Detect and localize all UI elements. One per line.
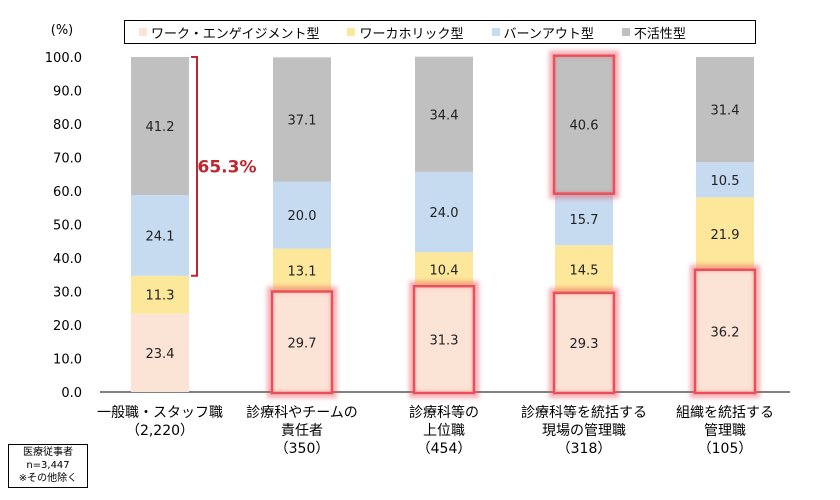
bar-segment	[131, 313, 189, 392]
y-tick-label: 70.0	[53, 152, 82, 167]
y-axis-unit-label: (%)	[51, 23, 74, 38]
highlight-glow	[549, 50, 619, 199]
legend-item: ワーク・エンゲイジメント型	[139, 23, 319, 42]
legend-label: ワーカホリック型	[359, 26, 464, 42]
bar-segment	[555, 56, 613, 193]
bar-segment	[415, 171, 473, 253]
legend-swatch	[139, 28, 147, 36]
sample-note: 医療従事者 n=3,447 ※その他除く	[8, 444, 88, 488]
note-line-2: n=3,447	[26, 460, 70, 471]
bar-segment	[555, 245, 613, 294]
bar-segment	[696, 270, 754, 392]
bar-segment	[273, 292, 331, 392]
bar-segment	[415, 287, 473, 392]
bar-segment	[273, 248, 331, 293]
data-label: 10.5	[711, 174, 740, 189]
bar-segment	[696, 197, 754, 271]
category-label: 診療科やチームの	[246, 404, 358, 421]
highlight-glow	[267, 286, 337, 399]
category-label: （318）	[557, 441, 612, 457]
highlight-glow	[690, 264, 760, 399]
bar-segment	[131, 275, 189, 314]
legend-item: バーンアウト型	[491, 23, 594, 42]
legend-label: バーンアウト型	[503, 26, 594, 42]
y-tick-label: 60.0	[53, 185, 82, 200]
data-label: 29.3	[570, 337, 599, 352]
bar-segment	[555, 293, 613, 392]
data-label: 20.0	[288, 209, 317, 224]
y-tick-label: 10.0	[53, 353, 82, 368]
legend-swatch	[621, 28, 630, 36]
highlight-box	[552, 54, 616, 195]
data-label: 24.0	[430, 206, 459, 221]
highlight-box	[270, 290, 334, 395]
bar-segment	[415, 56, 473, 172]
category-label: （105）	[698, 441, 753, 457]
annotation-label: 65.3%	[198, 157, 257, 177]
category-label: 診療科等を統括する	[521, 404, 647, 421]
data-label: 14.5	[570, 264, 599, 279]
y-tick-label: 30.0	[53, 286, 82, 301]
highlight-box	[552, 291, 616, 395]
y-tick-label: 100.0	[45, 51, 82, 66]
category-label: （350）	[275, 441, 330, 457]
y-tick-label: 80.0	[53, 118, 82, 133]
data-label: 31.3	[430, 334, 459, 349]
data-label: 11.3	[146, 289, 175, 304]
y-tick-label: 0.0	[61, 386, 82, 401]
y-tick-label: 50.0	[53, 219, 82, 234]
category-label: 責任者	[281, 423, 323, 439]
legend-swatch	[347, 28, 356, 36]
category-label: 現場の管理職	[542, 423, 626, 439]
highlight-glow	[409, 281, 479, 398]
bar-segment	[696, 57, 754, 163]
category-label: 一般職・スタッフ職	[97, 405, 223, 421]
bar-segment	[696, 162, 754, 198]
data-label: 24.1	[146, 229, 175, 244]
category-label: 管理職	[704, 423, 746, 439]
category-label: （454）	[417, 441, 472, 457]
data-label: 23.4	[146, 347, 175, 362]
category-label: 診療科等の	[409, 404, 479, 421]
data-label: 13.1	[288, 265, 317, 280]
legend-swatch	[491, 28, 500, 36]
highlight-glow	[549, 287, 619, 398]
category-label: （2,220）	[126, 423, 194, 439]
data-label: 40.6	[570, 119, 599, 134]
y-tick-label: 40.0	[53, 252, 82, 267]
y-tick-label: 90.0	[53, 85, 82, 100]
data-label: 21.9	[711, 228, 740, 243]
highlight-box	[693, 268, 757, 395]
y-tick-label: 20.0	[53, 319, 82, 334]
legend-item: ワーカホリック型	[347, 23, 464, 42]
data-label: 37.1	[288, 113, 317, 128]
legend-label: 不活性型	[633, 26, 686, 42]
data-label: 29.7	[288, 336, 317, 351]
bar-segment	[273, 181, 331, 249]
data-label: 10.4	[430, 264, 459, 279]
note-line-3: ※その他除く	[18, 473, 78, 484]
annotation-bracket	[191, 56, 198, 277]
bar-segment	[555, 192, 613, 246]
data-label: 34.4	[430, 108, 459, 123]
highlight-box	[412, 284, 476, 395]
bar-segment	[131, 57, 189, 196]
legend-item: 不活性型	[621, 23, 686, 42]
category-label: 組織を統括する	[676, 405, 774, 421]
bar-segment	[131, 195, 189, 276]
data-label: 36.2	[711, 325, 740, 340]
chart-legend: ワーク・エンゲイジメント型 ワーカホリック型 バーンアウト型 不活性型	[124, 20, 756, 44]
legend-label: ワーク・エンゲイジメント型	[151, 26, 320, 42]
category-label: 上位職	[423, 423, 465, 439]
bar-segment	[273, 57, 331, 182]
data-label: 15.7	[570, 213, 599, 228]
note-line-1: 医療従事者	[23, 447, 73, 458]
data-label: 31.4	[711, 104, 740, 119]
data-label: 41.2	[146, 120, 175, 135]
